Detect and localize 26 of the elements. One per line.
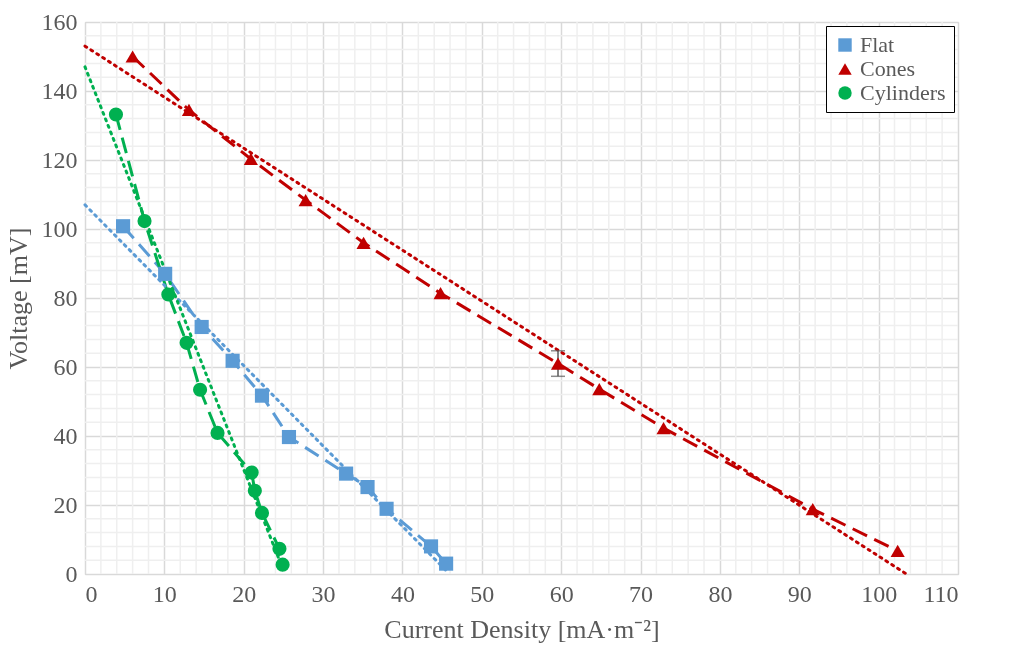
legend-label: Cones	[860, 56, 915, 81]
x-tick-label: 70	[629, 580, 654, 607]
y-tick-label: 120	[41, 146, 78, 173]
x-axis-title: Current Density [mA·m⁻²]	[384, 614, 660, 644]
x-tick-label: 80	[708, 580, 733, 607]
x-tick-label: 90	[787, 580, 812, 607]
x-tick-label: 30	[311, 580, 336, 607]
legend-label: Cylinders	[860, 80, 946, 105]
x-tick-label: 100	[861, 580, 898, 607]
x-tick-label: 10	[152, 580, 177, 607]
y-tick-label: 40	[53, 422, 78, 449]
x-tick-label: 60	[549, 580, 574, 607]
x-tick-label: 20	[232, 580, 257, 607]
x-tick-label: 0	[85, 580, 98, 607]
y-tick-label: 80	[53, 284, 78, 311]
y-tick-label: 0	[65, 560, 78, 587]
y-tick-label: 140	[41, 77, 78, 104]
y-axis-title: Voltage [mV]	[3, 227, 33, 370]
x-tick-label: 40	[390, 580, 415, 607]
y-tick-label: 20	[53, 491, 78, 518]
legend-label: Flat	[860, 32, 895, 57]
y-tick-label: 100	[41, 215, 78, 242]
y-tick-label: 60	[53, 353, 78, 380]
x-tick-label: 50	[470, 580, 495, 607]
y-tick-label: 160	[41, 8, 78, 35]
x-tick-label: 110	[923, 580, 959, 607]
